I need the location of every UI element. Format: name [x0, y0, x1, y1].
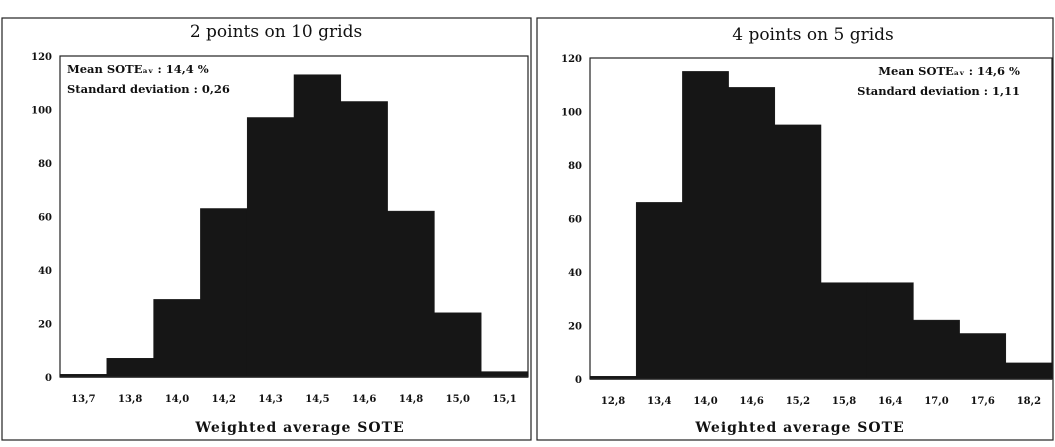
right-x-tick-label: 12,8 — [601, 396, 625, 407]
right-x-tick-label: 15,8 — [832, 396, 856, 407]
right-x-tick-label: 14,6 — [740, 396, 764, 407]
left-x-tick-label: 14,8 — [399, 394, 423, 405]
right-bar-16-4 — [866, 282, 914, 380]
right-x-tick-label: 16,4 — [878, 396, 902, 407]
left-x-tick-label: 13,7 — [71, 394, 95, 405]
left-bar-15-1 — [480, 371, 529, 378]
right-y-tick-label: 60 — [568, 215, 582, 226]
right-x-tick-label: 13,4 — [647, 396, 671, 407]
left-y-tick-label: 60 — [38, 213, 52, 224]
left-x-tick-label: 15,1 — [492, 394, 516, 405]
right-x-tick-label: 17,0 — [924, 396, 948, 407]
right-bar-17-0 — [913, 319, 960, 380]
right-x-axis-label: Weighted average SOTE — [694, 420, 904, 436]
right-panel-frame — [536, 17, 1054, 441]
left-bar-13-8 — [106, 358, 154, 378]
right-y-tick-label: 120 — [561, 54, 582, 65]
left-panel-frame — [1, 17, 532, 441]
left-bar-14-6 — [340, 101, 388, 378]
left-y-tick-label: 80 — [38, 159, 52, 170]
left-y-tick-label: 100 — [31, 106, 52, 117]
right-x-ticks: 12,8 13,4 14,0 14,6 15,2 15,8 16,4 17,0 17,6 18,2 — [601, 396, 1041, 407]
right-mean-annotation: Mean SOTEₐᵥ : 14,6 % — [878, 64, 1020, 78]
right-bar-17-6 — [959, 333, 1007, 380]
left-x-axis-label: Weighted average SOTE — [194, 420, 404, 436]
left-bar-14-5 — [293, 74, 342, 378]
right-bar-14-6 — [728, 87, 776, 380]
right-y-tick-label: 0 — [575, 375, 582, 386]
right-y-tick-label: 20 — [568, 322, 582, 333]
left-y-tick-label: 20 — [38, 320, 52, 331]
left-std-annotation: Standard deviation : 0,26 — [67, 82, 230, 96]
right-y-ticks: 0 20 40 60 80 100 120 — [561, 54, 582, 386]
left-x-tick-label: 14,3 — [258, 394, 282, 405]
left-x-tick-label: 13,8 — [118, 394, 142, 405]
left-bars — [59, 74, 529, 378]
left-histogram-panel: 2 points on 10 grids Weighted average SO… — [1, 17, 532, 441]
left-bar-14-8 — [387, 210, 435, 378]
left-x-ticks: 13,7 13,8 14,0 14,2 14,3 14,5 14,6 14,8 15,0 15,1 — [71, 394, 517, 405]
left-bar-14-0 — [153, 299, 201, 378]
left-x-tick-label: 15,0 — [446, 394, 470, 405]
right-x-tick-label: 14,0 — [693, 396, 717, 407]
left-bar-14-2 — [200, 208, 248, 378]
right-x-tick-label: 18,2 — [1017, 396, 1041, 407]
left-y-tick-label: 0 — [45, 373, 52, 384]
left-y-tick-label: 120 — [31, 52, 52, 63]
right-chart-title: 4 points on 5 grids — [732, 25, 894, 45]
left-x-tick-label: 14,0 — [165, 394, 189, 405]
right-x-tick-label: 17,6 — [971, 396, 995, 407]
right-bar-13-4 — [635, 202, 683, 380]
right-x-tick-label: 15,2 — [786, 396, 810, 407]
left-mean-annotation: Mean SOTEₐᵥ : 14,4 % — [67, 62, 209, 76]
right-std-annotation: Standard deviation : 1,11 — [857, 84, 1020, 98]
left-y-tick-label: 40 — [38, 266, 52, 277]
left-x-tick-label: 14,2 — [212, 394, 236, 405]
left-x-tick-label: 14,6 — [352, 394, 376, 405]
right-y-tick-label: 40 — [568, 268, 582, 279]
right-bars — [589, 71, 1053, 380]
left-stats-box: Mean SOTEₐᵥ : 14,4 % Standard deviation … — [67, 62, 230, 96]
left-chart-title: 2 points on 10 grids — [190, 22, 362, 42]
left-bar-15-0 — [434, 312, 482, 378]
right-bar-15-8 — [820, 282, 868, 380]
left-y-ticks: 0 20 40 60 80 100 120 — [31, 52, 52, 384]
right-histogram-panel: 4 points on 5 grids Weighted average SOT… — [536, 17, 1054, 441]
right-bar-14-0 — [682, 71, 729, 380]
left-bar-14-3 — [246, 117, 295, 378]
right-y-tick-label: 100 — [561, 108, 582, 119]
right-bar-15-2 — [774, 124, 822, 380]
right-bar-18-2 — [1005, 362, 1053, 380]
right-y-tick-label: 80 — [568, 161, 582, 172]
left-x-tick-label: 14,5 — [305, 394, 329, 405]
right-stats-box: Mean SOTEₐᵥ : 14,6 % Standard deviation … — [857, 64, 1020, 98]
